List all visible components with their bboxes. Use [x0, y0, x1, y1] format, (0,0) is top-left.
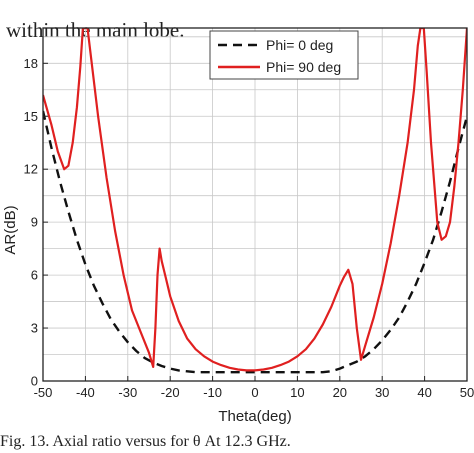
- axis-ticks: -50 -40 -30 -20 -10 0 10 20 30 40 50 0 3 6 9 12 15 18: [24, 56, 474, 400]
- figure-caption: Fig. 13. Axial ratio versus for θ At 12.…: [0, 433, 291, 450]
- y-axis-label: AR(dB): [2, 205, 19, 254]
- x-tick-label: 50: [460, 385, 474, 400]
- x-tick-label: 40: [417, 385, 431, 400]
- y-tick-label: 18: [24, 56, 38, 71]
- y-tick-label: 3: [31, 321, 38, 336]
- x-tick-label: -50: [34, 385, 53, 400]
- x-tick-label: 20: [333, 385, 347, 400]
- legend: Phi= 0 deg Phi= 90 deg: [209, 30, 359, 80]
- header-text: within the main lobe.: [6, 18, 185, 42]
- x-tick-label: 0: [251, 385, 258, 400]
- y-tick-label: 9: [31, 215, 38, 230]
- legend-label: Phi= 0 deg: [266, 37, 333, 53]
- y-tick-label: 12: [24, 162, 38, 177]
- x-tick-label: -40: [76, 385, 95, 400]
- x-tick-label: 10: [290, 385, 304, 400]
- series-layer: [43, 28, 467, 374]
- y-tick-label: 6: [31, 268, 38, 283]
- legend-label: Phi= 90 deg: [266, 59, 341, 75]
- x-tick-label: -20: [161, 385, 180, 400]
- y-tick-label: 15: [24, 109, 38, 124]
- header-text-fragment: within the main lobe.: [6, 0, 472, 46]
- x-tick-label: 30: [375, 385, 389, 400]
- x-tick-label: -10: [203, 385, 222, 400]
- x-axis-label: Theta(deg): [218, 408, 291, 425]
- x-tick-label: -30: [118, 385, 137, 400]
- y-tick-label: 0: [31, 374, 38, 389]
- grid-lines: [42, 28, 468, 382]
- series-line-phi-90: [43, 28, 467, 372]
- legend-box: [209, 30, 359, 80]
- series-line-phi-0: [43, 110, 467, 374]
